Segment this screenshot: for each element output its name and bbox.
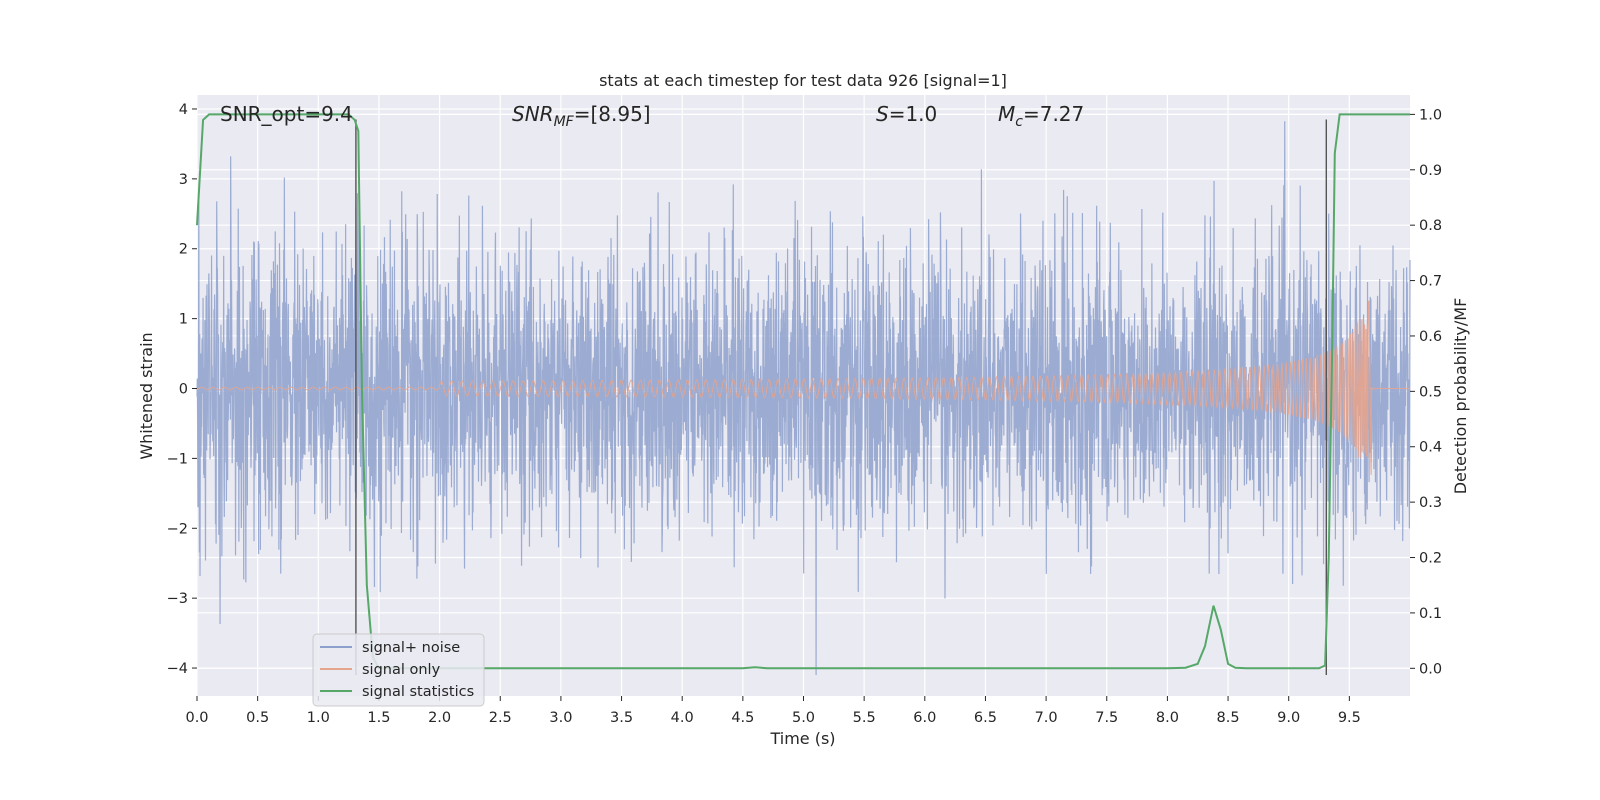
x-tick-label: 1.5	[367, 710, 390, 726]
legend: signal+ noise signal only signal statist…	[312, 633, 485, 707]
y-tick-label-left: −1	[167, 451, 188, 467]
annotation-snr-mf: SNRMF=[8.95]	[512, 102, 651, 130]
x-tick-label: 3.0	[549, 710, 572, 726]
chart-title: stats at each timestep for test data 926…	[599, 71, 1007, 90]
y-tick-label-right: 0.0	[1419, 661, 1442, 677]
y-tick-label-left: 0	[179, 382, 188, 398]
annotation-s: S=1.0	[876, 102, 937, 126]
y-tick-label-right: 0.2	[1419, 551, 1442, 567]
x-tick-label: 6.5	[974, 710, 997, 726]
x-tick-label: 0.0	[185, 710, 208, 726]
snr-mf-base: SNR	[512, 102, 554, 126]
x-tick-label: 2.0	[428, 710, 451, 726]
annotation-snr-opt: SNR_opt=9.4	[220, 102, 353, 126]
x-tick-label: 2.5	[489, 710, 512, 726]
legend-label-signal-noise: signal+ noise	[362, 640, 460, 656]
x-axis-label: Time (s)	[769, 729, 835, 748]
snr-mf-val: =[8.95]	[574, 102, 651, 126]
x-tick-label: 7.0	[1035, 710, 1058, 726]
x-tick-label: 5.0	[792, 710, 815, 726]
s-symbol: S	[876, 102, 889, 126]
y-tick-label-right: 0.9	[1419, 163, 1442, 179]
x-tick-label: 5.5	[853, 710, 876, 726]
y-tick-label-left: −3	[167, 591, 188, 607]
y-tick-label-right: 0.1	[1419, 606, 1442, 622]
x-tick-label: 0.5	[246, 710, 269, 726]
series-signal-only	[196, 300, 1410, 475]
y-axis-label-left: Whitened strain	[137, 332, 156, 459]
x-tick-label: 6.0	[913, 710, 936, 726]
y-tick-label-right: 0.6	[1419, 329, 1442, 345]
plot-area	[196, 113, 1411, 676]
series-signal-statistics	[196, 113, 1410, 670]
y-tick-label-left: 2	[179, 242, 188, 258]
s-value: =1.0	[889, 102, 938, 126]
snr-mf-sub: MF	[554, 114, 575, 130]
axes: 0.0 0.5 1.0 1.5 2.0 2.5 3.0 3.5 4.0 4.5 5.0 5.5 6.0 6…	[167, 102, 1442, 726]
y-tick-label-left: 3	[179, 172, 188, 188]
y-axis-label-right: Detection probability/MF	[1451, 298, 1470, 495]
x-tick-label: 9.5	[1338, 710, 1361, 726]
mc-base: M	[998, 102, 1015, 126]
y-tick-label-right: 0.8	[1419, 218, 1442, 234]
y-tick-label-left: −2	[167, 521, 188, 537]
y-tick-label-right: 0.7	[1419, 274, 1442, 290]
legend-label-signal-statistics: signal statistics	[362, 684, 474, 700]
x-tick-label: 1.0	[307, 710, 330, 726]
y-tick-label-right: 0.4	[1419, 440, 1442, 456]
x-tick-label: 9.0	[1277, 710, 1300, 726]
x-tick-label: 4.5	[731, 710, 754, 726]
y-tick-label-left: −4	[167, 661, 188, 677]
y-tick-label-left: 4	[179, 102, 188, 118]
mc-sub: c	[1015, 114, 1023, 130]
y-tick-label-right: 0.3	[1419, 495, 1442, 511]
x-tick-label: 3.5	[610, 710, 633, 726]
x-tick-label: 4.0	[671, 710, 694, 726]
legend-label-signal-only: signal only	[362, 662, 441, 678]
mc-val: =7.27	[1023, 102, 1084, 126]
legend-box	[312, 633, 485, 707]
annotation-mc: Mc=7.27	[998, 102, 1084, 130]
x-tick-label: 8.5	[1217, 710, 1240, 726]
y-tick-label-left: 1	[179, 312, 188, 328]
y-tick-label-right: 1.0	[1419, 107, 1442, 123]
x-tick-label: 7.5	[1095, 710, 1118, 726]
x-tick-label: 8.0	[1156, 710, 1179, 726]
y-tick-label-right: 0.5	[1419, 384, 1442, 400]
